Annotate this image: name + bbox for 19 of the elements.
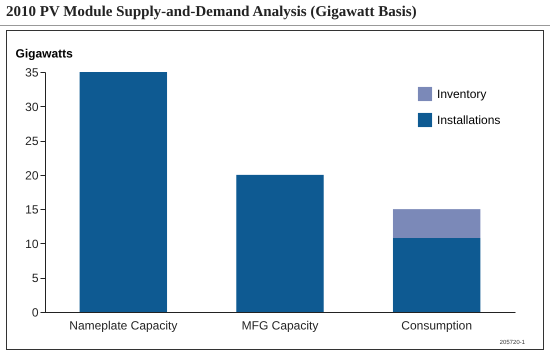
y-tick-label: 0 bbox=[32, 306, 39, 320]
y-tick-label: 5 bbox=[32, 271, 39, 286]
legend-label: Inventory bbox=[437, 87, 486, 101]
y-tick-label: 20 bbox=[25, 168, 39, 182]
bar bbox=[392, 209, 480, 238]
x-tick-label: Nameplate Capacity bbox=[69, 318, 178, 332]
legend-label: Installations bbox=[437, 113, 500, 127]
bar bbox=[80, 72, 168, 312]
x-tick-label: Consumption bbox=[401, 318, 472, 332]
bar bbox=[236, 174, 324, 312]
y-tick-label: 30 bbox=[25, 100, 39, 114]
y-tick-label: 25 bbox=[25, 134, 39, 148]
y-tick-label: 35 bbox=[25, 66, 39, 80]
y-tick-label: 15 bbox=[25, 202, 39, 217]
y-axis-title: Gigawatts bbox=[16, 46, 74, 60]
bar bbox=[392, 238, 480, 312]
x-tick-label: MFG Capacity bbox=[242, 318, 318, 332]
chart-title: 2010 PV Module Supply-and-Demand Analysis (Gigawatt Basis) bbox=[0, 0, 550, 26]
y-tick-label: 10 bbox=[25, 236, 39, 251]
